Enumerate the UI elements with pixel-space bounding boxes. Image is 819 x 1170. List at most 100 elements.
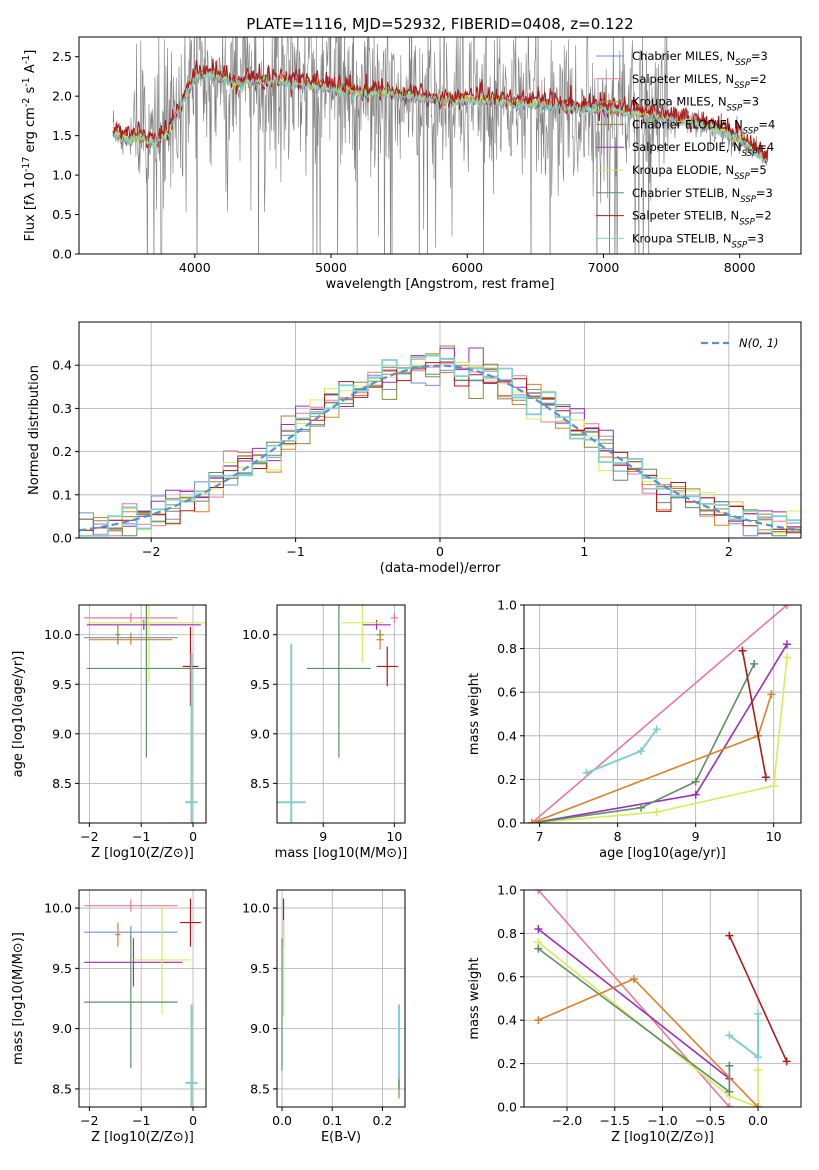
- mass_vs_ebv-xlabel-part: E(B-V): [321, 1130, 361, 1145]
- residuals-axes: −2 −1 0 1 2 0.0 0.1 0.2 0.3 0.4 (data-model)/error…: [27, 321, 802, 576]
- legend-text: Chabrier MILES, N: [632, 49, 735, 63]
- y-tick-label: 0.0: [497, 1100, 517, 1115]
- legend-text: =2: [755, 209, 772, 223]
- legend-text: =4: [758, 117, 775, 131]
- x-tick-label: −2: [80, 1113, 98, 1128]
- weight-marker-cs: [725, 1061, 734, 1070]
- legend-text: Kroupa MILES, N: [632, 95, 727, 109]
- x-tick-label: 6000: [451, 260, 483, 275]
- x-tick-label: 2: [725, 544, 733, 559]
- y-tick-label: 1.0: [497, 883, 517, 898]
- weight-marker-ss: [782, 1057, 791, 1066]
- x-tick-label: 7000: [588, 260, 620, 275]
- spectrum-ylabel-sup: -17: [21, 157, 32, 173]
- weight-line-se: [531, 643, 788, 823]
- weight-marker-km: [629, 974, 638, 983]
- weight-marker-ks: [637, 747, 646, 756]
- y-tick-label: 0.4: [52, 358, 72, 373]
- y-tick-label: 0.2: [52, 444, 72, 459]
- y-tick-label: 0.0: [52, 247, 72, 262]
- y-tick-label: 9.0: [250, 1021, 270, 1036]
- weight_vs_age-ylabel-part: mass weight: [467, 673, 482, 755]
- legend-text: =3: [747, 231, 764, 245]
- legend-label-ks: Kroupa STELIB, NSSP=3: [632, 231, 764, 250]
- legend-label-ss: Salpeter STELIB, NSSP=2: [632, 209, 772, 228]
- weight_vs_Z-axes: −2.0 −1.5 −1.0 −0.5 0.0 0.0 0.2 0.4 0.6 0.8 1.0 Z […: [467, 883, 802, 1145]
- spectrum-ylabel-part: λ 10: [23, 172, 38, 200]
- legend-label-ce: Chabrier ELODIE, NSSP=4: [632, 117, 775, 136]
- mass_vs_Z-panel: −2 −1 0 8.5 9.0 9.5 10.0 Z [log10(Z/Z⊙)] mass [l…: [11, 889, 207, 1145]
- legend-text: Salpeter ELODIE, N: [632, 140, 742, 154]
- age_vs_Z-ylabel: age [log10(age/yr)]: [11, 651, 26, 778]
- y-tick-label: 0.4: [497, 1013, 517, 1028]
- legend-sub: SSP: [740, 195, 756, 205]
- x-tick-label: 5000: [315, 260, 347, 275]
- weight_vs_age-panel: 7 8 9 10 0.0 0.2 0.4 0.6 0.8 1.0 age [log10(age/yr…: [467, 598, 802, 861]
- weight-line-km: [531, 694, 773, 823]
- weight-marker-sm: [782, 605, 791, 609]
- weight_vs_Z-xlabel: Z [log10(Z/Z⊙)]: [611, 1130, 714, 1145]
- weight-line-ke: [537, 941, 759, 1107]
- weight_vs_Z-panel: −2.0 −1.5 −1.0 −0.5 0.0 0.0 0.2 0.4 0.6 0.8 1.0 Z […: [467, 883, 802, 1145]
- x-tick-label: 0: [189, 1113, 197, 1128]
- legend-sub: SSP: [727, 104, 743, 114]
- weight-marker-ke: [754, 1066, 763, 1075]
- weight-marker-se: [691, 790, 700, 799]
- weight-line-se: [537, 928, 730, 1080]
- spectrum-ylabel-sup: -2: [21, 98, 32, 107]
- weight-marker-ke: [769, 781, 778, 790]
- residuals-ylabel: Normed distribution: [27, 365, 42, 495]
- weight-marker-se: [782, 640, 791, 649]
- residuals-plot-area: [79, 345, 801, 537]
- y-tick-label: 0.1: [52, 487, 72, 502]
- x-tick-label: −1: [132, 829, 150, 844]
- legend-text: Chabrier ELODIE, N: [632, 117, 743, 131]
- y-tick-label: 10.0: [44, 627, 72, 642]
- legend-text: =4: [757, 140, 774, 154]
- x-tick-label: 9: [319, 829, 327, 844]
- age_vs_mass-xlabel-part: mass [log10(M/M⊙)]: [275, 846, 408, 861]
- mass_vs_Z-ylabel: mass [log10(M/M⊙)]: [11, 932, 26, 1065]
- weight_vs_age-xlabel-part: age [log10(age/yr)]: [599, 846, 726, 861]
- mass_vs_Z-xlabel: Z [log10(Z/Z⊙)]: [91, 1130, 194, 1145]
- weight-marker-sm: [725, 1103, 734, 1107]
- y-tick-label: 8.5: [250, 1081, 270, 1096]
- residuals-xlabel-part: (data-model)/error: [380, 561, 501, 576]
- weight-line-ke: [531, 657, 788, 823]
- spectrum-model-ks: [112, 70, 768, 163]
- weight-marker-ss: [738, 646, 747, 655]
- y-tick-label: 0.3: [52, 401, 72, 416]
- weight-line-ss: [741, 650, 767, 778]
- weight-marker-cs: [637, 803, 646, 812]
- mass_vs_ebv-panel: 0.0 0.1 0.2 8.5 9.0 9.5 10.0 E(B-V): [242, 889, 406, 1145]
- weight-marker-ks: [754, 1053, 763, 1062]
- x-tick-label: 10: [386, 829, 402, 844]
- age_vs_Z-xlabel: Z [log10(Z/Z⊙)]: [91, 846, 194, 861]
- normal-curve: [79, 364, 801, 532]
- x-tick-label: 0.0: [272, 1113, 292, 1128]
- weight_vs_age-axes: 7 8 9 10 0.0 0.2 0.4 0.6 0.8 1.0 age [log10(age/yr…: [467, 598, 802, 861]
- legend-text: Kroupa ELODIE, N: [632, 163, 734, 177]
- legend-label-se: Salpeter ELODIE, NSSP=4: [632, 140, 774, 159]
- x-tick-label: 0: [189, 829, 197, 844]
- legend-sub: SSP: [732, 240, 748, 250]
- weight_vs_Z-ylabel: mass weight: [467, 957, 482, 1039]
- y-tick-label: 8.5: [52, 776, 72, 791]
- y-tick-label: 0.6: [497, 685, 517, 700]
- y-tick-label: 0.5: [52, 207, 72, 222]
- y-tick-label: 9.5: [52, 961, 72, 976]
- legend-text: =5: [750, 163, 767, 177]
- age_vs_Z-axes: −2 −1 0 8.5 9.0 9.5 10.0 Z [log10(Z/Z⊙)] age [lo…: [11, 604, 207, 861]
- legend-text: =3: [751, 49, 768, 63]
- weight-marker-km: [527, 819, 536, 823]
- y-tick-label: 0.4: [497, 728, 517, 743]
- weight-line-sm: [531, 605, 788, 823]
- weight-marker-ks: [725, 1031, 734, 1040]
- weight-marker-cs: [725, 1087, 734, 1096]
- y-tick-label: 2.0: [52, 89, 72, 104]
- y-tick-label: 0.8: [497, 641, 517, 656]
- weight_vs_Z-plot-area: [534, 890, 791, 1107]
- y-tick-label: 1.5: [52, 128, 72, 143]
- histogram-cs: [79, 358, 801, 537]
- mass_vs_ebv-xlabel: E(B-V): [321, 1130, 361, 1145]
